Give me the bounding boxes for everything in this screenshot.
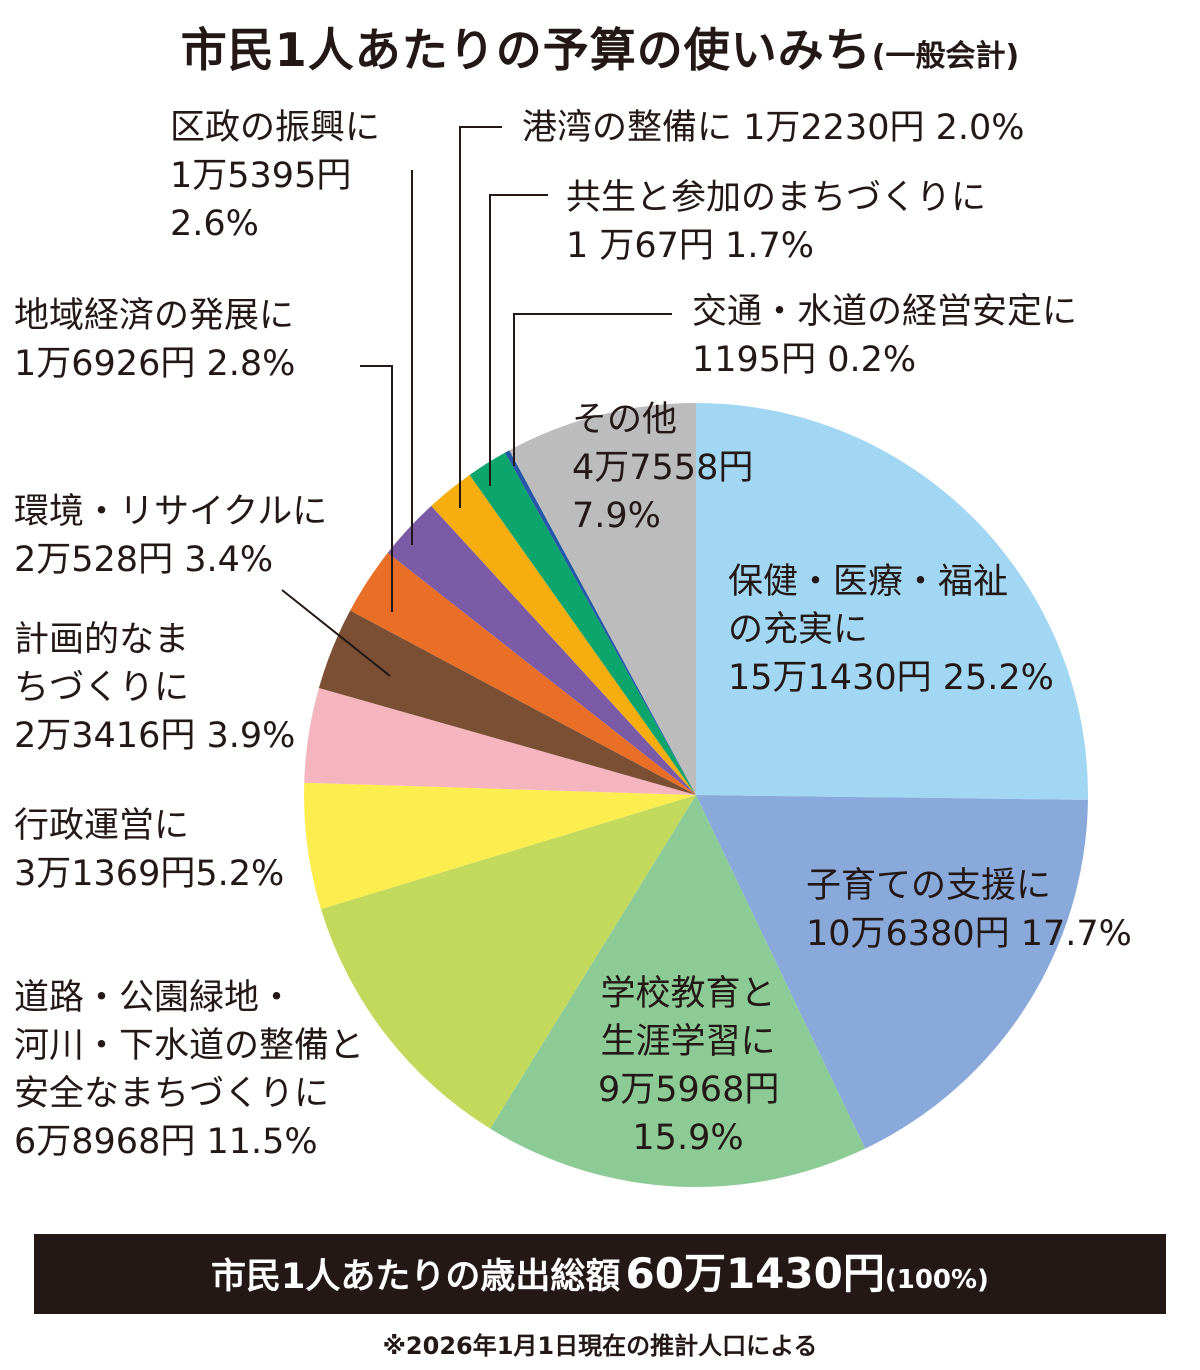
leader-line-10	[489, 194, 548, 486]
slice-label-line: 安全なまちづくりに	[14, 1074, 330, 1114]
slice-label-line: 道路・公園緑地・	[14, 978, 295, 1018]
leader-line-7	[360, 365, 393, 612]
slice-label-line: 学校教育と	[600, 974, 776, 1014]
pie-slice-1	[696, 795, 1088, 1149]
slice-label-10: 共生と参加のまちづくりに 1 万67円 1.7%	[566, 174, 986, 270]
pie-slices	[303, 403, 1089, 1188]
slice-label-line: 保健・医療・福祉	[728, 562, 1009, 602]
slice-label-line: 子育ての支援に	[806, 866, 1052, 906]
pie-slice-8	[387, 505, 696, 795]
chart-title: 市民1人あたりの予算の使いみち(一般会計)	[0, 14, 1200, 80]
slice-label-4: 行政運営に 3万1369円5.2%	[14, 802, 284, 898]
pie-slice-6	[318, 610, 696, 795]
slice-label-line: ちづくりに	[14, 668, 190, 708]
chart-title-main: 市民1人あたりの予算の使いみち	[180, 23, 872, 77]
pie-slice-2	[490, 795, 866, 1188]
slice-label-7: 地域経済の発展に 1万6926円 2.8%	[14, 292, 295, 388]
slice-label-line: 4万7558円	[572, 448, 754, 488]
pie-slice-10	[469, 452, 696, 795]
slice-label-line: 1195円 0.2%	[692, 340, 917, 380]
pie-slice-4	[303, 782, 696, 910]
slice-label-line: 地域経済の発展に	[14, 296, 295, 336]
total-label: 市民1人あたりの歳出総額	[211, 1257, 621, 1297]
slice-label-0: 保健・医療・福祉 の充実に 15万1430円 25.2%	[728, 558, 1054, 702]
slice-label-line: 行政運営に	[14, 806, 190, 846]
footnote: ※2026年1月1日現在の推計人口による	[382, 1332, 818, 1360]
slice-label-12: その他 4万7558円 7.9%	[572, 396, 753, 540]
slice-label-line: 3万1369円5.2%	[14, 854, 285, 894]
slice-label-line: 1 万67円 1.7%	[566, 226, 814, 266]
slice-label-line: 港湾の整備に 1万2230円 2.0%	[522, 108, 1025, 148]
pie-slice-9	[431, 475, 696, 795]
leader-lines	[281, 126, 672, 677]
leader-line-6	[281, 589, 391, 677]
slice-label-line: 計画的なま	[14, 620, 190, 660]
pie-slice-5	[304, 688, 696, 795]
slice-label-line: 環境・リサイクルに	[14, 492, 328, 532]
slice-label-3: 道路・公園緑地・河川・下水道の整備と 安全なまちづくりに 6万8968円 11.5%	[14, 974, 364, 1166]
slice-label-1: 子育ての支援に 10万6380円 17.7%	[806, 862, 1132, 958]
slice-label-line: 1万5395円	[170, 156, 352, 196]
slice-label-line: 河川・下水道の整備と	[14, 1026, 365, 1066]
total-bar: 市民1人あたりの歳出総額 60万1430円(100%)	[34, 1234, 1166, 1314]
slice-label-line: 2.6%	[170, 204, 259, 244]
slice-label-line: 10万6380円 17.7%	[806, 914, 1132, 954]
pie-chart	[281, 126, 1089, 1188]
slice-label-5: 計画的なまちづくりに 2万3416円 3.9%	[14, 616, 295, 760]
slice-label-line: 交通・水道の経営安定に	[692, 292, 1078, 332]
slice-label-line: 15.9%	[632, 1118, 744, 1158]
slice-label-line: の充実に	[728, 610, 869, 650]
slice-label-line: 9万5968円	[598, 1070, 780, 1110]
slice-label-line: 15万1430円 25.2%	[728, 658, 1054, 698]
total-amount: 60万1430円	[625, 1249, 885, 1298]
slice-label-2: 学校教育と生涯学習に 9万5968円 15.9%	[598, 970, 780, 1162]
slice-label-9: 港湾の整備に 1万2230円 2.0%	[522, 104, 1025, 152]
leader-line-9	[459, 126, 502, 508]
slice-label-6: 環境・リサイクルに 2万528円 3.4%	[14, 488, 327, 584]
pie-slice-0	[696, 403, 1089, 800]
pie-slice-7	[350, 552, 696, 795]
slice-label-line: 6万8968円 11.5%	[14, 1122, 318, 1162]
slice-label-line: 2万528円 3.4%	[14, 540, 274, 580]
chart-title-sub: (一般会計)	[871, 39, 1020, 74]
slice-label-line: その他	[572, 400, 678, 440]
slice-label-line: 区政の振興に	[170, 108, 381, 148]
slice-label-line: 生涯学習に	[600, 1022, 776, 1062]
slice-label-8: 区政の振興に 1万5395円 2.6%	[170, 104, 380, 248]
pie-slice-12	[509, 403, 696, 795]
slice-label-line: 7.9%	[572, 496, 661, 536]
slice-label-line: 2万3416円 3.9%	[14, 716, 296, 756]
pie-slice-11	[505, 450, 696, 795]
slice-label-line: 1万6926円 2.8%	[14, 344, 296, 384]
leader-line-11	[513, 313, 672, 466]
pie-slice-3	[320, 795, 696, 1129]
slice-label-11: 交通・水道の経営安定に 1195円 0.2%	[692, 288, 1077, 384]
slice-label-line: 共生と参加のまちづくりに	[566, 178, 987, 218]
total-percent: (100%)	[884, 1265, 989, 1295]
